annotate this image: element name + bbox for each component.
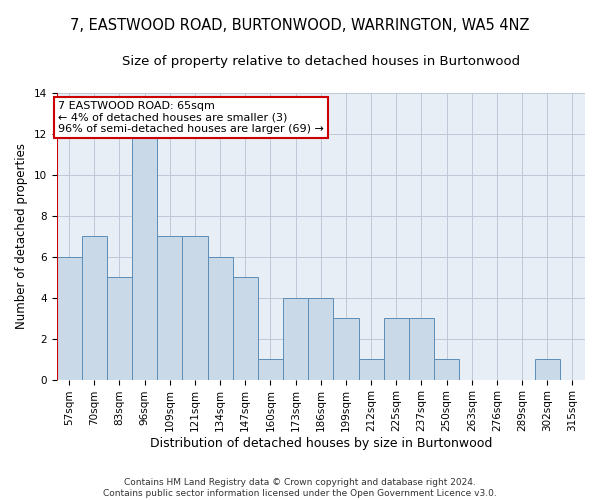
Text: 7 EASTWOOD ROAD: 65sqm
← 4% of detached houses are smaller (3)
96% of semi-detac: 7 EASTWOOD ROAD: 65sqm ← 4% of detached … bbox=[58, 101, 323, 134]
Bar bbox=[434, 359, 459, 380]
Bar bbox=[157, 236, 182, 380]
Bar bbox=[359, 359, 383, 380]
Text: 7, EASTWOOD ROAD, BURTONWOOD, WARRINGTON, WA5 4NZ: 7, EASTWOOD ROAD, BURTONWOOD, WARRINGTON… bbox=[70, 18, 530, 32]
Text: Contains HM Land Registry data © Crown copyright and database right 2024.
Contai: Contains HM Land Registry data © Crown c… bbox=[103, 478, 497, 498]
Bar bbox=[107, 277, 132, 380]
Bar bbox=[258, 359, 283, 380]
Bar bbox=[132, 134, 157, 380]
Bar bbox=[308, 298, 334, 380]
Bar bbox=[383, 318, 409, 380]
Bar bbox=[233, 277, 258, 380]
Bar bbox=[535, 359, 560, 380]
X-axis label: Distribution of detached houses by size in Burtonwood: Distribution of detached houses by size … bbox=[149, 437, 492, 450]
Bar bbox=[56, 256, 82, 380]
Title: Size of property relative to detached houses in Burtonwood: Size of property relative to detached ho… bbox=[122, 55, 520, 68]
Bar bbox=[208, 256, 233, 380]
Bar bbox=[409, 318, 434, 380]
Y-axis label: Number of detached properties: Number of detached properties bbox=[15, 143, 28, 329]
Bar bbox=[82, 236, 107, 380]
Bar bbox=[283, 298, 308, 380]
Bar bbox=[182, 236, 208, 380]
Bar bbox=[334, 318, 359, 380]
